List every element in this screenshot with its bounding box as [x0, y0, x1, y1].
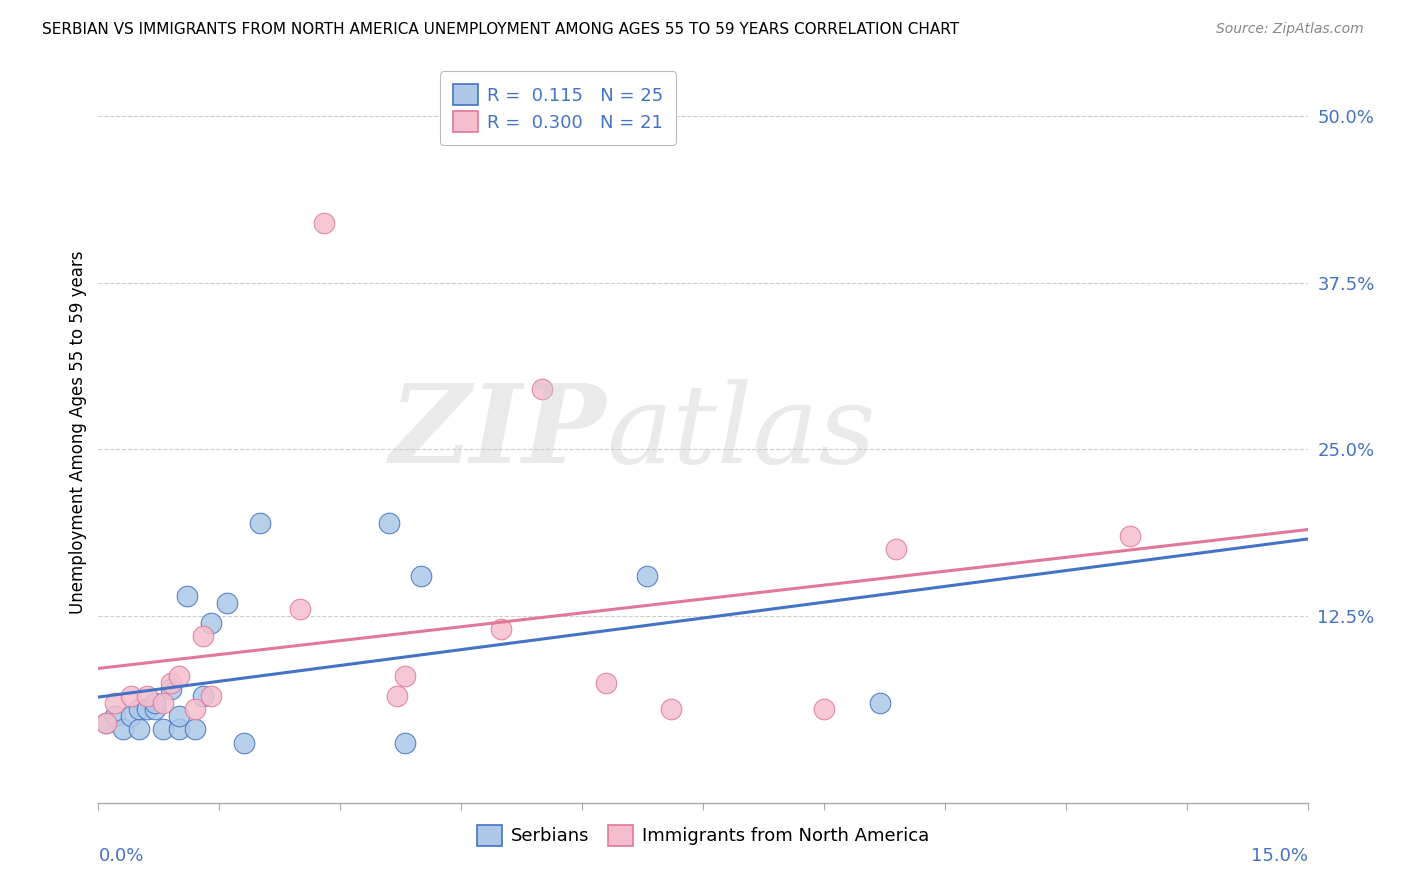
Point — [813, 702, 835, 716]
Point — [128, 702, 150, 716]
Point — [160, 682, 183, 697]
Point — [103, 709, 125, 723]
Point — [385, 689, 408, 703]
Point — [636, 569, 658, 583]
Point — [1119, 529, 1142, 543]
Point — [128, 723, 150, 737]
Point — [167, 669, 190, 683]
Point — [120, 689, 142, 703]
Point — [595, 675, 617, 690]
Point — [232, 736, 254, 750]
Point — [120, 709, 142, 723]
Point — [167, 723, 190, 737]
Point — [886, 542, 908, 557]
Y-axis label: Unemployment Among Ages 55 to 59 years: Unemployment Among Ages 55 to 59 years — [69, 251, 87, 615]
Point — [143, 696, 166, 710]
Point — [193, 689, 215, 703]
Point — [103, 696, 125, 710]
Point — [869, 696, 891, 710]
Point — [111, 723, 134, 737]
Text: ZIP: ZIP — [389, 379, 606, 486]
Point — [152, 723, 174, 737]
Point — [200, 689, 222, 703]
Text: atlas: atlas — [606, 379, 876, 486]
Point — [152, 696, 174, 710]
Point — [288, 602, 311, 616]
Point — [217, 596, 239, 610]
Point — [96, 715, 118, 730]
Point — [96, 715, 118, 730]
Text: 15.0%: 15.0% — [1250, 847, 1308, 865]
Point — [160, 675, 183, 690]
Point — [135, 702, 157, 716]
Point — [377, 516, 399, 530]
Point — [143, 702, 166, 716]
Point — [167, 709, 190, 723]
Text: Source: ZipAtlas.com: Source: ZipAtlas.com — [1216, 22, 1364, 37]
Point — [530, 382, 553, 396]
Point — [176, 589, 198, 603]
Point — [659, 702, 682, 716]
Point — [314, 215, 336, 229]
Point — [409, 569, 432, 583]
Point — [394, 669, 416, 683]
Text: SERBIAN VS IMMIGRANTS FROM NORTH AMERICA UNEMPLOYMENT AMONG AGES 55 TO 59 YEARS : SERBIAN VS IMMIGRANTS FROM NORTH AMERICA… — [42, 22, 959, 37]
Text: 0.0%: 0.0% — [98, 847, 143, 865]
Point — [184, 723, 207, 737]
Point — [491, 623, 513, 637]
Point — [249, 516, 271, 530]
Point — [394, 736, 416, 750]
Point — [135, 689, 157, 703]
Point — [184, 702, 207, 716]
Point — [193, 629, 215, 643]
Legend: Serbians, Immigrants from North America: Serbians, Immigrants from North America — [470, 818, 936, 853]
Point — [200, 615, 222, 630]
